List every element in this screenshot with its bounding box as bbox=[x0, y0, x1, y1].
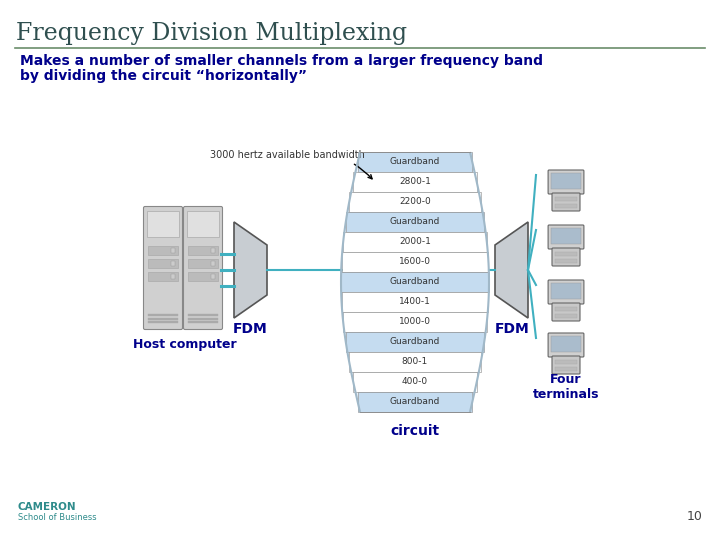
Bar bbox=[188, 259, 218, 268]
Bar bbox=[346, 212, 484, 232]
Polygon shape bbox=[234, 222, 267, 318]
Bar bbox=[148, 272, 178, 281]
Bar bbox=[342, 292, 488, 312]
Text: 1400-1: 1400-1 bbox=[399, 298, 431, 307]
Bar bbox=[551, 283, 581, 299]
Bar bbox=[188, 318, 218, 320]
Text: 2200-0: 2200-0 bbox=[399, 198, 431, 206]
Bar bbox=[555, 204, 577, 208]
FancyBboxPatch shape bbox=[548, 333, 584, 357]
Text: Guardband: Guardband bbox=[390, 338, 440, 347]
Bar bbox=[211, 261, 215, 266]
Text: 400-0: 400-0 bbox=[402, 377, 428, 387]
Text: 1000-0: 1000-0 bbox=[399, 318, 431, 327]
FancyBboxPatch shape bbox=[548, 280, 584, 304]
Bar bbox=[555, 259, 577, 263]
Bar bbox=[555, 367, 577, 371]
Bar bbox=[551, 228, 581, 244]
Bar bbox=[188, 314, 218, 316]
Text: Guardband: Guardband bbox=[390, 397, 440, 407]
Text: Host computer: Host computer bbox=[133, 338, 237, 351]
Bar bbox=[555, 307, 577, 311]
Bar bbox=[211, 248, 215, 253]
FancyBboxPatch shape bbox=[143, 206, 182, 329]
Bar bbox=[343, 232, 487, 252]
Bar bbox=[354, 372, 477, 392]
Text: School of Business: School of Business bbox=[18, 513, 96, 522]
Bar bbox=[349, 192, 481, 212]
Text: Guardband: Guardband bbox=[390, 278, 440, 287]
Bar bbox=[187, 211, 219, 238]
Text: 2000-1: 2000-1 bbox=[399, 238, 431, 246]
Bar bbox=[188, 246, 218, 255]
Bar bbox=[555, 252, 577, 256]
Text: 800-1: 800-1 bbox=[402, 357, 428, 367]
Bar bbox=[551, 173, 581, 189]
FancyBboxPatch shape bbox=[552, 193, 580, 211]
Bar bbox=[551, 336, 581, 352]
FancyBboxPatch shape bbox=[552, 356, 580, 374]
Bar bbox=[171, 248, 175, 253]
FancyBboxPatch shape bbox=[548, 170, 584, 194]
Text: 2800-1: 2800-1 bbox=[399, 178, 431, 186]
FancyBboxPatch shape bbox=[548, 225, 584, 249]
Bar bbox=[555, 197, 577, 201]
Bar bbox=[148, 246, 178, 255]
FancyBboxPatch shape bbox=[552, 303, 580, 321]
Bar bbox=[341, 272, 489, 292]
Text: Four
terminals: Four terminals bbox=[533, 373, 599, 401]
Bar bbox=[171, 261, 175, 266]
Text: Frequency Division Multiplexing: Frequency Division Multiplexing bbox=[16, 22, 407, 45]
Text: circuit: circuit bbox=[390, 424, 440, 438]
Bar bbox=[354, 172, 477, 192]
Polygon shape bbox=[495, 222, 528, 318]
Bar bbox=[342, 252, 488, 272]
Text: 10: 10 bbox=[687, 510, 703, 523]
Text: CAMERON: CAMERON bbox=[18, 502, 76, 512]
Text: 1600-0: 1600-0 bbox=[399, 258, 431, 267]
Bar bbox=[147, 211, 179, 238]
Text: FDM: FDM bbox=[233, 322, 267, 336]
Text: Guardband: Guardband bbox=[390, 218, 440, 226]
Bar bbox=[211, 274, 215, 279]
Bar bbox=[171, 274, 175, 279]
Bar bbox=[188, 321, 218, 323]
Bar bbox=[148, 318, 178, 320]
FancyBboxPatch shape bbox=[552, 248, 580, 266]
Bar bbox=[343, 312, 487, 332]
Bar bbox=[188, 272, 218, 281]
Bar bbox=[148, 321, 178, 323]
Text: by dividing the circuit “horizontally”: by dividing the circuit “horizontally” bbox=[20, 69, 307, 83]
Polygon shape bbox=[341, 152, 489, 412]
Text: 3000 hertz available bandwidth: 3000 hertz available bandwidth bbox=[210, 150, 372, 179]
Bar bbox=[555, 314, 577, 318]
Text: Makes a number of smaller channels from a larger frequency band: Makes a number of smaller channels from … bbox=[20, 54, 543, 68]
Bar bbox=[555, 360, 577, 364]
Text: FDM: FDM bbox=[495, 322, 529, 336]
Bar bbox=[358, 152, 472, 172]
Bar bbox=[148, 314, 178, 316]
Bar bbox=[346, 332, 484, 352]
Bar bbox=[349, 352, 481, 372]
Text: Guardband: Guardband bbox=[390, 158, 440, 166]
Bar bbox=[148, 259, 178, 268]
Bar bbox=[358, 392, 472, 412]
FancyBboxPatch shape bbox=[184, 206, 222, 329]
